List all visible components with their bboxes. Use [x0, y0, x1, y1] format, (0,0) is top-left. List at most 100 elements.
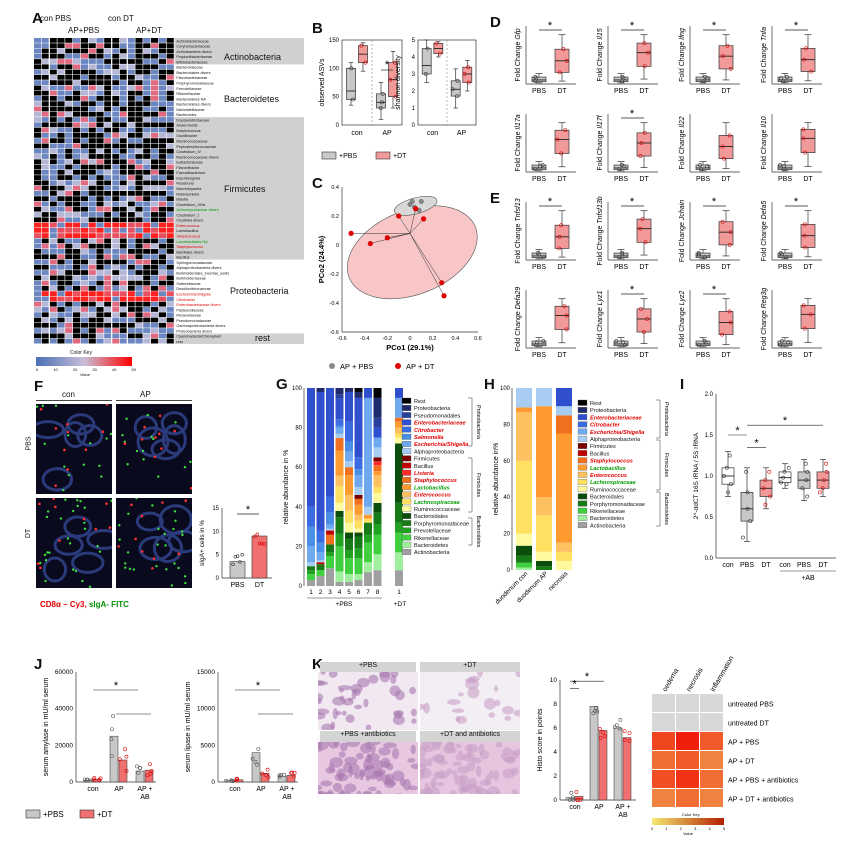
h-ytick: 40 — [503, 495, 510, 501]
g-stack-segment — [364, 518, 372, 523]
h-legend-swatch — [577, 464, 588, 471]
a-heatmap-cell — [135, 180, 143, 186]
b-box-con-dt-point — [359, 43, 364, 48]
a-heatmap-cell — [112, 53, 120, 59]
f-red-cell — [161, 501, 164, 504]
f-red-cell — [134, 537, 137, 541]
e-box-pbs-point — [703, 340, 708, 345]
k-ytick: 0 — [553, 797, 557, 804]
g-legend-swatch — [401, 419, 412, 426]
d-box-dt-point — [803, 150, 807, 155]
g-stack-segment — [335, 475, 344, 486]
c-point-dt — [441, 293, 447, 299]
a-heatmap-cell — [57, 191, 65, 196]
a-taxon-label: Pasteurellaceae — [176, 308, 203, 312]
a-heatmap-cell — [151, 296, 159, 302]
a-heatmap-cell — [104, 333, 112, 339]
j-ytick: 40000 — [55, 706, 73, 713]
a-heatmap-cell — [104, 206, 112, 212]
a-heatmap-cell — [104, 74, 112, 80]
a-heatmap-cell — [119, 117, 127, 122]
a-heatmap-cell — [57, 85, 65, 91]
a-heatmap-cell — [112, 164, 120, 170]
a-heatmap-cell — [96, 106, 104, 112]
h-xtick: necrosis — [547, 570, 570, 593]
k-tissue-blob — [372, 770, 384, 778]
a-taxon-label: Rikenellaceae — [176, 92, 200, 96]
a-heatmap-cell — [49, 296, 57, 302]
f-green-cell — [124, 566, 127, 569]
a-heatmap-cell — [166, 328, 174, 333]
f-green-cell — [127, 512, 130, 515]
a-heatmap-cell — [112, 74, 120, 80]
a-heatmap-cell — [119, 96, 127, 101]
k-heat-cell — [700, 713, 723, 731]
f-crypt-outline — [41, 467, 74, 492]
a-heatmap-cell — [143, 169, 151, 175]
h-legend-swatch — [577, 493, 588, 500]
k-point — [569, 790, 574, 795]
a-header-con-pbs: con PBS — [40, 14, 72, 23]
a-heatmap-cell — [34, 196, 42, 202]
k-tissue-blob — [389, 685, 401, 697]
a-heatmap-cell — [96, 206, 104, 212]
f-green-cell — [96, 544, 99, 548]
h-stack-segment — [536, 566, 552, 570]
a-heatmap-cell — [73, 280, 81, 286]
a-heatmap-cell — [57, 217, 65, 223]
k-tissue-blob — [328, 672, 338, 678]
a-heatmap-cell — [119, 111, 127, 117]
b-ytick: 0 — [336, 123, 340, 129]
g-stack-segment — [345, 510, 353, 523]
a-taxon-label: Sutterellaceae — [176, 282, 200, 286]
a-heatmap-cell — [158, 280, 166, 286]
a-heatmap-cell — [88, 301, 96, 307]
d-box-dt-point — [561, 47, 566, 52]
b-box-ap-pbs-point — [455, 94, 459, 99]
k-heat-cell — [676, 751, 699, 769]
a-heatmap-cell — [112, 259, 120, 265]
e-box-dt-box — [718, 311, 734, 336]
e-xtick-dt: DT — [803, 352, 813, 359]
a-heatmap-cell — [65, 291, 73, 297]
a-heatmap-cell — [104, 243, 112, 249]
a-key-tick: 50 — [131, 367, 136, 372]
i-box-point — [803, 461, 808, 466]
g-stack-segment — [335, 571, 344, 582]
panel-label-f: F — [34, 378, 44, 395]
a-heatmap-cell — [41, 85, 49, 91]
a-taxon-label: Clostridium_1 — [176, 213, 199, 217]
j-point — [138, 766, 142, 771]
h-legend-label: Enterobacteriaceae — [590, 415, 642, 421]
f-green-cell — [44, 579, 47, 583]
a-heatmap-cell — [41, 185, 49, 191]
e-gene-name: Defa5 — [761, 201, 768, 220]
c-point-dt — [367, 240, 373, 247]
a-heatmap-cell — [158, 270, 166, 275]
j-point — [278, 774, 282, 779]
d-box-dt-point — [555, 137, 560, 142]
h-stack-segment — [516, 388, 532, 408]
a-heatmap-cell — [96, 227, 104, 233]
g-group-dt: +DT — [394, 601, 406, 608]
a-heatmap-cell — [119, 217, 127, 223]
d-sig-star: * — [630, 20, 635, 32]
h-bracket — [656, 491, 661, 527]
h-ytick: 60 — [503, 459, 510, 465]
a-heatmap-cell — [127, 259, 135, 265]
h-stack-segment — [556, 560, 572, 570]
h-stack-segment — [536, 388, 552, 407]
h-ytick: 20 — [503, 532, 510, 538]
g-stack-segment — [326, 568, 334, 586]
g-stack-segment — [354, 504, 363, 515]
a-heatmap-cell — [96, 117, 104, 122]
i-box-point — [804, 478, 809, 483]
a-heatmap-cell — [34, 143, 42, 149]
k-tissue-blob — [448, 742, 454, 747]
d-ylabel: Fold Change Il17a — [515, 114, 522, 171]
j-bar — [286, 775, 296, 783]
g-legend-label: Lachnospiraceae — [414, 500, 460, 506]
i-ylabel: 2^-ddCT 16S rRNA / 5S rRNA — [693, 432, 700, 519]
a-heatmap-cell — [65, 154, 73, 159]
f-green-cell — [67, 473, 70, 477]
